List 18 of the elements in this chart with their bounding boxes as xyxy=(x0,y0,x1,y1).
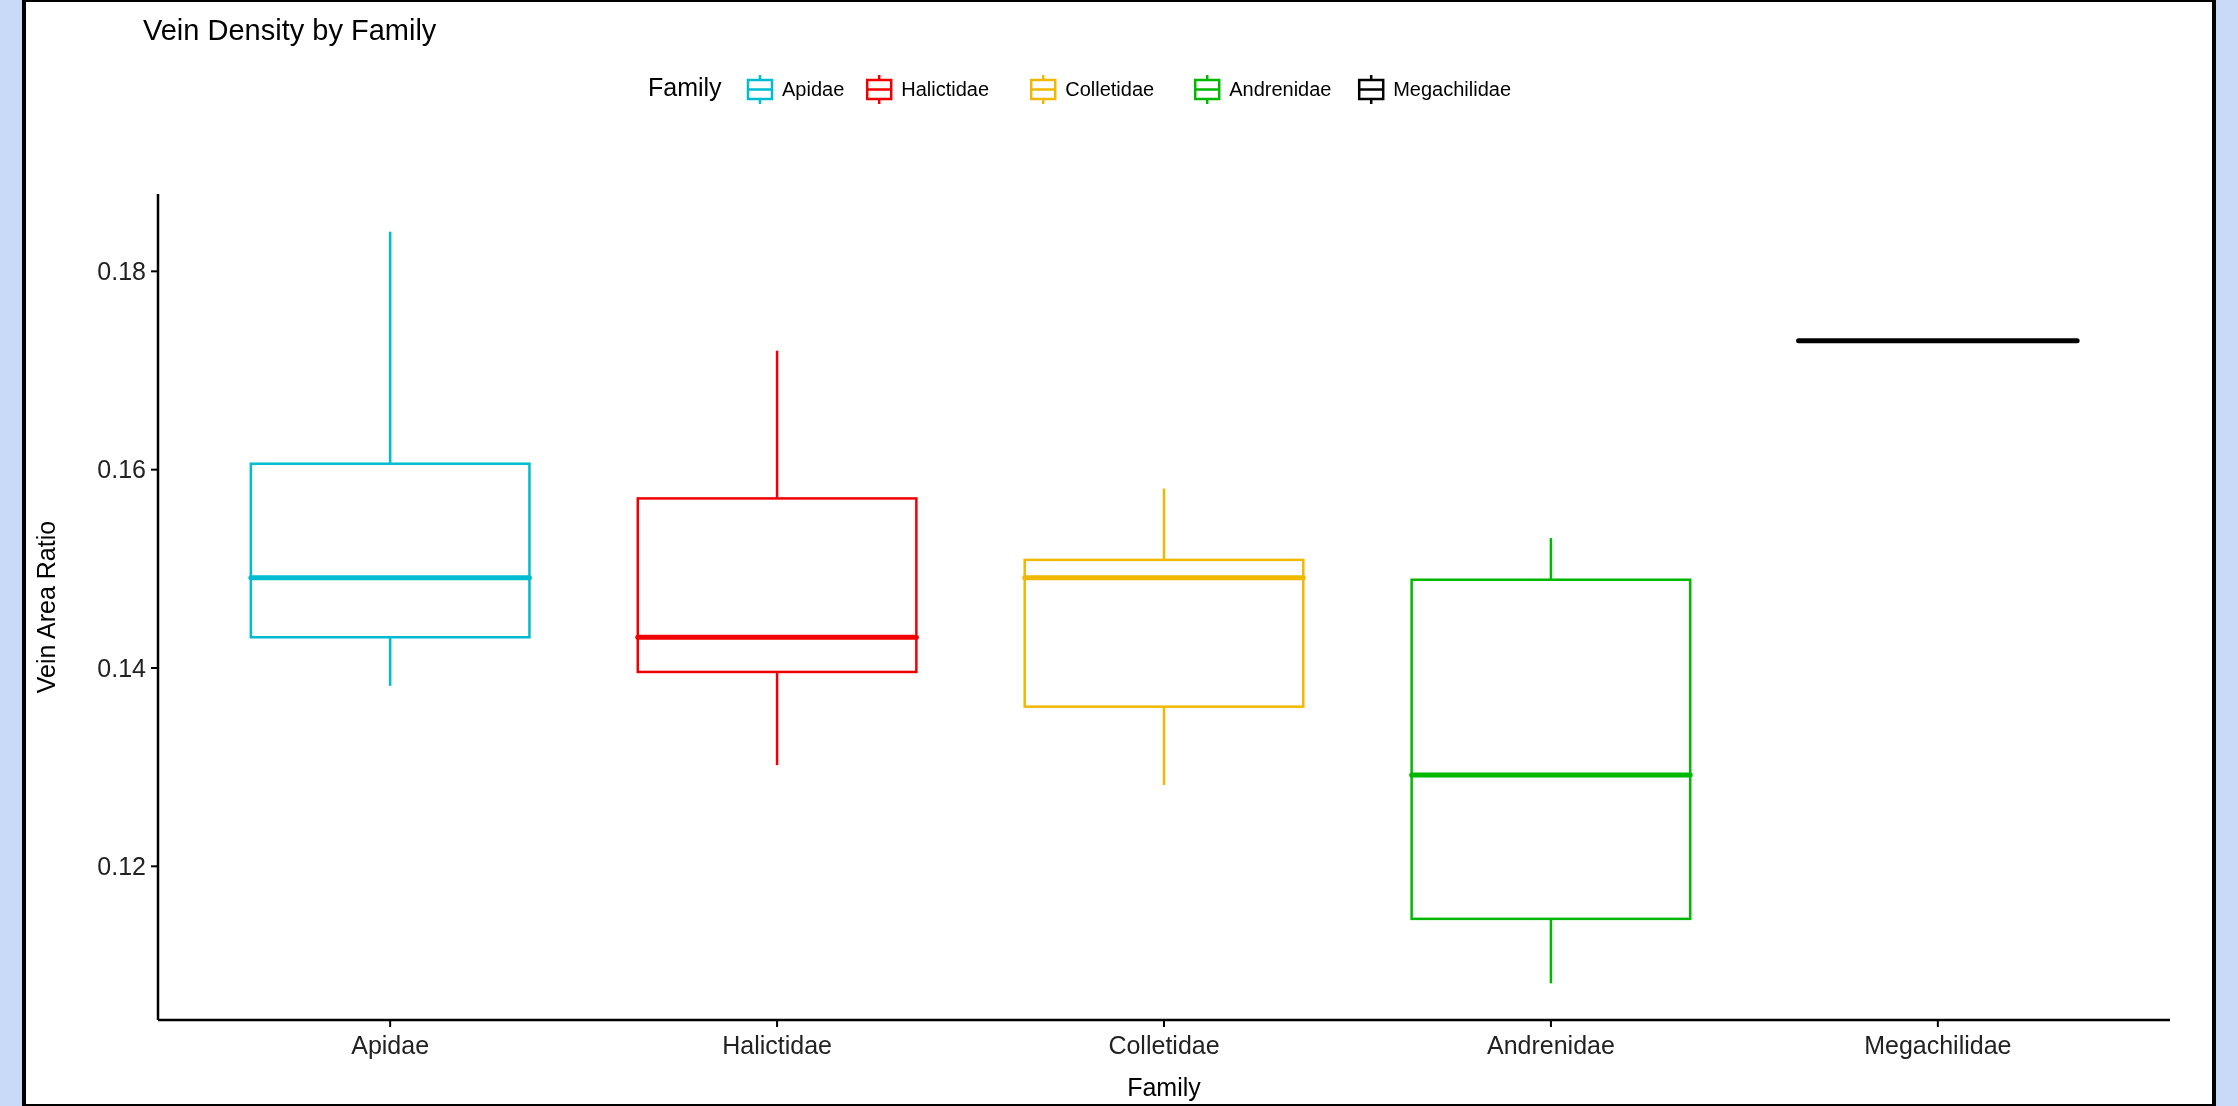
x-axis-title: Family xyxy=(1127,1073,1202,1101)
x-tick-label: Andrenidae xyxy=(1486,1031,1615,1059)
y-tick-label: 0.14 xyxy=(97,653,147,682)
y-tick-label: 0.16 xyxy=(97,455,146,484)
x-tick-label: Halictidae xyxy=(722,1031,832,1059)
chart-title: Vein Density by Family xyxy=(143,14,437,46)
x-tick-label: Apidae xyxy=(351,1031,430,1059)
legend-label: Halictidae xyxy=(901,78,990,100)
y-tick-label: 0.12 xyxy=(97,852,146,881)
legend-label: Apidae xyxy=(782,78,845,100)
legend-label: Colletidae xyxy=(1065,78,1155,100)
legend-label: Andrenidae xyxy=(1229,78,1332,100)
y-tick-label: 0.18 xyxy=(97,257,146,286)
x-tick-label: Colletidae xyxy=(1108,1031,1220,1059)
x-tick-label: Megachilidae xyxy=(1864,1031,2012,1059)
legend-label: Megachilidae xyxy=(1393,78,1512,100)
legend-title: Family xyxy=(648,73,723,101)
y-axis-title: Vein Area Ratio xyxy=(32,520,60,694)
